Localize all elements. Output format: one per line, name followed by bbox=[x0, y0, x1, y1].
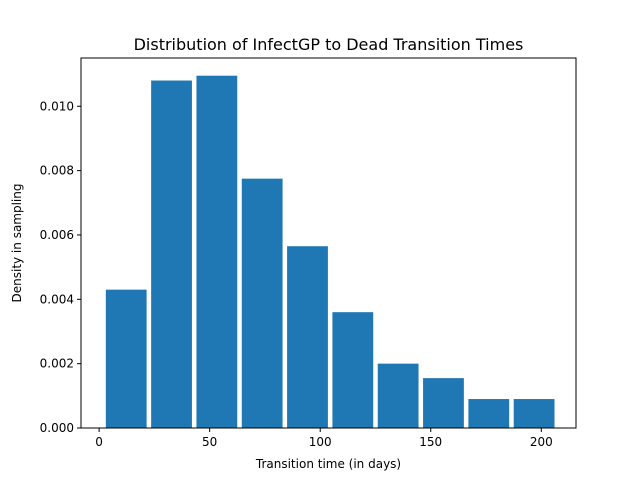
histogram-bar-3 bbox=[196, 75, 238, 429]
x-axis-label: Transition time (in days) bbox=[255, 457, 401, 471]
y-tick-label: 0.006 bbox=[40, 228, 74, 242]
x-tick-label: 200 bbox=[530, 435, 553, 449]
y-ticks-group: 0.000 0.002 0.004 0.006 0.008 0.010 bbox=[40, 99, 81, 435]
histogram-bar-1 bbox=[105, 289, 147, 428]
y-tick-label: 0.000 bbox=[40, 421, 74, 435]
x-tick-label: 150 bbox=[419, 435, 442, 449]
histogram-bar-7 bbox=[377, 363, 419, 428]
y-axis-label: Density in sampling bbox=[10, 184, 24, 303]
histogram-bar-4 bbox=[241, 178, 283, 428]
plot-frame bbox=[80, 57, 577, 429]
x-tick-label: 50 bbox=[202, 435, 217, 449]
y-tick-label: 0.002 bbox=[40, 357, 74, 371]
x-tick-label: 100 bbox=[309, 435, 332, 449]
chart-title: Distribution of InfectGP to Dead Transit… bbox=[134, 35, 524, 54]
histogram-bar-5 bbox=[287, 246, 328, 428]
bars-group bbox=[105, 75, 555, 429]
histogram-bar-10 bbox=[513, 399, 555, 428]
y-tick-label: 0.008 bbox=[40, 164, 74, 178]
histogram-bar-6 bbox=[332, 312, 374, 428]
y-tick-label: 0.004 bbox=[40, 292, 74, 306]
x-ticks-group: 0 50 100 150 200 bbox=[95, 428, 553, 449]
x-tick-label: 0 bbox=[95, 435, 103, 449]
histogram-bar-2 bbox=[151, 80, 192, 429]
histogram-bar-9 bbox=[468, 399, 510, 428]
histogram-bar-8 bbox=[423, 378, 464, 428]
y-tick-label: 0.010 bbox=[40, 99, 74, 113]
